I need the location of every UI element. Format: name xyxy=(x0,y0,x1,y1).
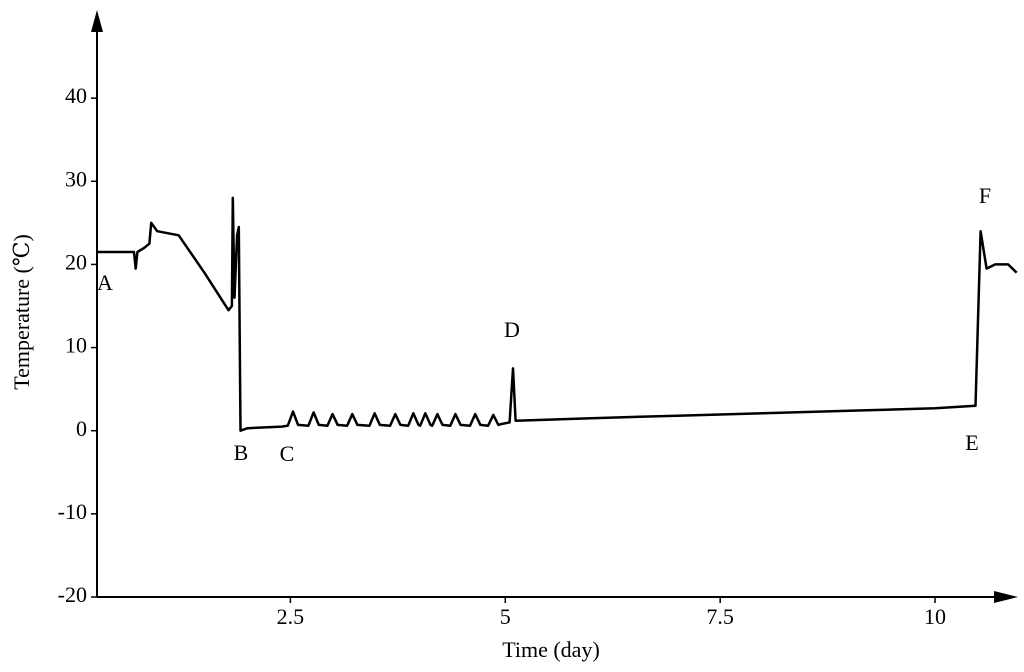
x-axis-label: Time (day) xyxy=(502,637,600,662)
point-annotation: B xyxy=(234,440,249,465)
x-axis-arrow xyxy=(994,591,1018,603)
point-annotation: D xyxy=(504,317,520,342)
y-axis-label: Temperature (℃) xyxy=(9,234,34,390)
x-tick-label: 10 xyxy=(924,604,946,629)
point-annotation: A xyxy=(97,270,113,295)
x-tick-label: 2.5 xyxy=(277,604,305,629)
x-tick-label: 5 xyxy=(500,604,511,629)
y-tick-label: 20 xyxy=(65,249,87,274)
point-annotation: C xyxy=(280,441,295,466)
y-tick-label: 10 xyxy=(65,333,87,358)
y-axis-arrow xyxy=(91,10,103,32)
y-tick-label: -20 xyxy=(58,582,87,607)
data-line xyxy=(97,196,1018,432)
y-tick-label: 0 xyxy=(76,416,87,441)
point-annotation: E xyxy=(965,430,978,455)
y-tick-label: 40 xyxy=(65,83,87,108)
y-tick-label: -10 xyxy=(58,499,87,524)
y-tick-label: 30 xyxy=(65,166,87,191)
x-tick-label: 7.5 xyxy=(706,604,734,629)
point-annotation: F xyxy=(979,183,991,208)
